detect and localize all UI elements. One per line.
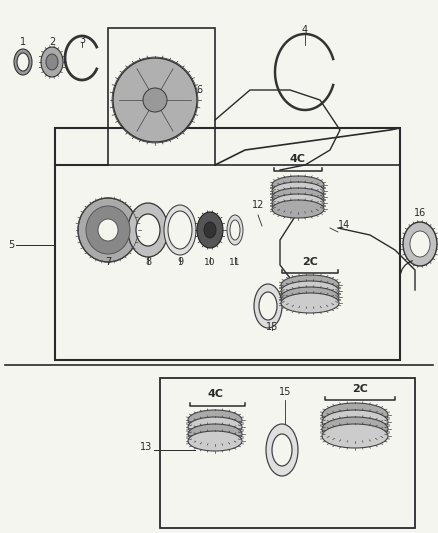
Ellipse shape: [46, 54, 58, 70]
Ellipse shape: [259, 292, 277, 320]
Ellipse shape: [403, 222, 437, 266]
Ellipse shape: [227, 215, 243, 245]
Ellipse shape: [113, 58, 197, 142]
Ellipse shape: [204, 222, 216, 238]
Ellipse shape: [14, 49, 32, 75]
Text: 15: 15: [266, 322, 278, 332]
Ellipse shape: [98, 219, 118, 241]
Ellipse shape: [78, 198, 138, 262]
Ellipse shape: [281, 293, 339, 313]
Text: 13: 13: [140, 442, 152, 452]
Text: 2C: 2C: [352, 384, 368, 394]
Text: 14: 14: [338, 220, 350, 230]
Ellipse shape: [272, 188, 324, 206]
Ellipse shape: [41, 47, 63, 77]
Ellipse shape: [168, 211, 192, 249]
Text: 11: 11: [229, 258, 241, 267]
Bar: [55, 128, 400, 360]
Ellipse shape: [188, 417, 242, 437]
Ellipse shape: [197, 212, 223, 248]
Ellipse shape: [272, 182, 324, 200]
Ellipse shape: [143, 88, 167, 112]
Ellipse shape: [281, 281, 339, 301]
Text: 5: 5: [8, 240, 14, 250]
Text: 12: 12: [252, 200, 264, 210]
Ellipse shape: [188, 410, 242, 430]
Text: 4C: 4C: [290, 154, 306, 164]
Text: 4C: 4C: [207, 389, 223, 399]
Ellipse shape: [136, 214, 160, 246]
Text: 16: 16: [414, 208, 426, 218]
Ellipse shape: [272, 194, 324, 212]
Ellipse shape: [188, 431, 242, 451]
Ellipse shape: [86, 206, 130, 254]
Text: 2: 2: [49, 37, 55, 47]
Text: 3: 3: [79, 35, 85, 45]
Ellipse shape: [272, 200, 324, 218]
Text: 10: 10: [204, 258, 216, 267]
Ellipse shape: [272, 434, 292, 466]
Ellipse shape: [281, 275, 339, 295]
Text: 1: 1: [20, 37, 26, 47]
Text: 2C: 2C: [302, 257, 318, 267]
Ellipse shape: [281, 287, 339, 307]
Text: 7: 7: [105, 257, 111, 267]
Text: 15: 15: [279, 387, 291, 397]
Ellipse shape: [322, 410, 388, 434]
Ellipse shape: [128, 203, 168, 257]
Ellipse shape: [266, 424, 298, 476]
Ellipse shape: [410, 231, 430, 257]
Bar: [160, 378, 415, 528]
Ellipse shape: [322, 424, 388, 448]
Text: 8: 8: [145, 257, 151, 267]
Ellipse shape: [322, 417, 388, 441]
Bar: [108, 28, 215, 165]
Text: 6: 6: [196, 85, 202, 95]
Ellipse shape: [254, 284, 282, 328]
Ellipse shape: [188, 424, 242, 444]
Ellipse shape: [164, 205, 196, 255]
Text: 9: 9: [177, 257, 183, 267]
Ellipse shape: [17, 53, 29, 71]
Ellipse shape: [272, 176, 324, 194]
Text: 4: 4: [302, 25, 308, 35]
Ellipse shape: [230, 220, 240, 240]
Ellipse shape: [322, 403, 388, 427]
